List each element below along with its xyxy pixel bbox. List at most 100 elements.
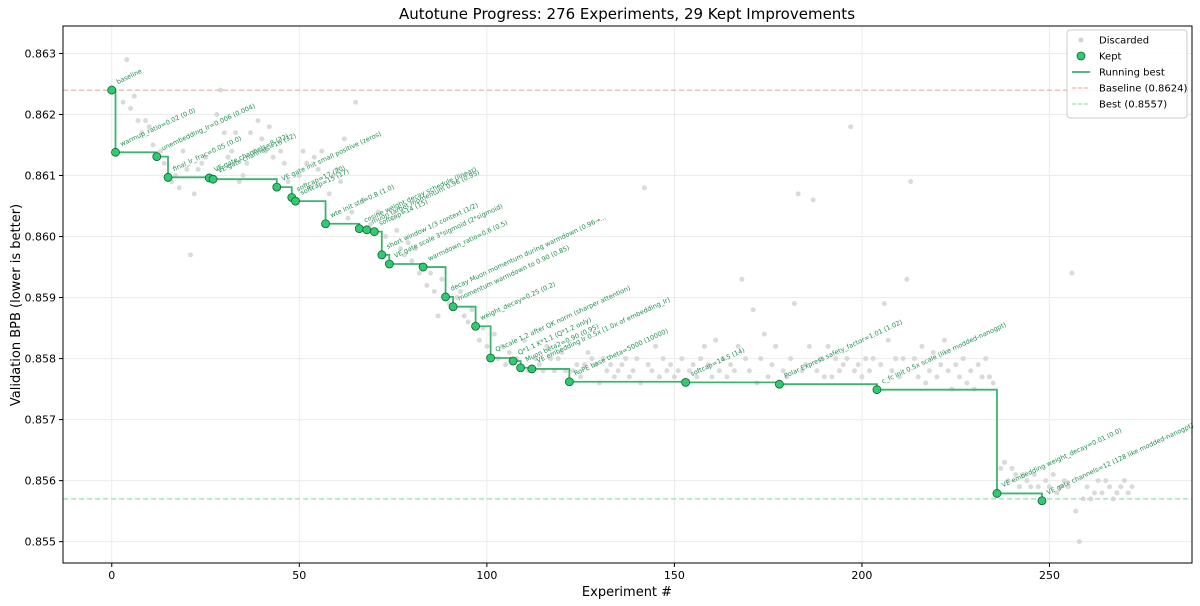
discarded-point (383, 234, 389, 240)
discarded-point (896, 374, 902, 380)
discarded-points (120, 57, 1135, 545)
discarded-point (619, 362, 625, 368)
discarded-point (990, 380, 996, 386)
y-tick-label: 0.855 (25, 536, 57, 549)
discarded-point (968, 368, 974, 374)
discarded-point (1084, 484, 1090, 490)
discarded-point (679, 356, 685, 362)
discarded-point (1016, 484, 1022, 490)
discarded-point (878, 362, 884, 368)
kept-annotation: VE gate channels=16 (32) (216, 132, 297, 175)
y-tick-label: 0.862 (25, 108, 57, 121)
discarded-point (1073, 508, 1079, 514)
discarded-point (686, 368, 692, 374)
plot-frame (62, 25, 1193, 564)
legend-box (1066, 29, 1188, 119)
kept-annotation: decay Muon momentum during warmdown (0.9… (449, 213, 607, 292)
x-tick-label: 250 (1039, 569, 1060, 582)
legend-label: Best (0.8557) (1099, 100, 1167, 111)
discarded-point (810, 197, 816, 203)
discarded-point (158, 148, 164, 154)
discarded-point (188, 252, 194, 258)
discarded-point (690, 362, 696, 368)
axis-ticks: 0 50 100 150 200 250 0.855 0.856 0.857 0.858 0.859… (25, 47, 1060, 582)
discarded-point (150, 142, 156, 148)
discarded-point (544, 343, 550, 349)
discarded-point (555, 356, 561, 362)
discarded-point (788, 356, 794, 362)
discarded-point (259, 136, 265, 142)
legend-label: Kept (1099, 52, 1122, 63)
discarded-point (911, 356, 917, 362)
y-tick-label: 0.857 (25, 414, 57, 427)
discarded-point (581, 362, 587, 368)
discarded-point (334, 166, 340, 172)
discarded-point (848, 124, 854, 130)
discarded-point (979, 374, 985, 380)
discarded-point (360, 197, 366, 203)
discarded-point (709, 374, 715, 380)
discarded-point (915, 374, 921, 380)
discarded-point (803, 362, 809, 368)
discarded-point (941, 337, 947, 343)
discarded-point (743, 356, 749, 362)
discarded-point (176, 185, 182, 191)
y-tick-label: 0.860 (25, 231, 57, 244)
discarded-point (491, 331, 497, 337)
discarded-point (795, 191, 801, 197)
discarded-point (533, 356, 539, 362)
discarded-point (608, 362, 614, 368)
kept-point (564, 377, 574, 387)
kept-point (163, 172, 173, 182)
discarded-point (866, 368, 872, 374)
discarded-point (731, 368, 737, 374)
discarded-point (401, 252, 407, 258)
discarded-point (863, 356, 869, 362)
discarded-point (1061, 478, 1067, 484)
discarded-point (578, 374, 584, 380)
discarded-point (870, 356, 876, 362)
discarded-point (653, 343, 659, 349)
discarded-point (806, 343, 812, 349)
discarded-point (199, 160, 205, 166)
discarded-point (131, 93, 137, 99)
discarded-point (814, 368, 820, 374)
discarded-point (630, 368, 636, 374)
x-tick-label: 150 (664, 569, 685, 582)
discarded-point (626, 374, 632, 380)
discarded-point (953, 362, 959, 368)
discarded-point (266, 124, 272, 130)
kept-annotation: Polar Express safety_factor=1.01 (1.02) (783, 318, 904, 380)
discarded-point (720, 356, 726, 362)
discarded-point (1076, 539, 1082, 545)
kept-point (681, 377, 691, 387)
discarded-point (675, 368, 681, 374)
discarded-point (161, 160, 167, 166)
discarded-point (1020, 472, 1026, 478)
discarded-point (938, 362, 944, 368)
discarded-point (1028, 484, 1034, 490)
discarded-point (263, 148, 269, 154)
kept-point (384, 259, 394, 269)
discarded-point (124, 57, 130, 63)
discarded-point (349, 209, 355, 215)
discarded-point (671, 374, 677, 380)
kept-point (152, 152, 162, 161)
x-axis-label: Experiment # (582, 585, 672, 600)
discarded-point (593, 362, 599, 368)
discarded-point (270, 154, 276, 160)
kept-point (448, 302, 458, 312)
discarded-point (825, 343, 831, 349)
kept-point (369, 227, 379, 237)
discarded-point (548, 356, 554, 362)
legend: Discarded Kept Running best Baseline (0.862… (1066, 29, 1188, 119)
y-tick-label: 0.856 (25, 475, 57, 488)
discarded-point (641, 185, 647, 191)
discarded-point (536, 362, 542, 368)
discarded-point (1001, 459, 1007, 465)
discarded-point (251, 148, 257, 154)
discarded-point (956, 374, 962, 380)
discarded-point (746, 368, 752, 374)
discarded-point (1091, 490, 1097, 496)
discarded-point (413, 246, 419, 252)
